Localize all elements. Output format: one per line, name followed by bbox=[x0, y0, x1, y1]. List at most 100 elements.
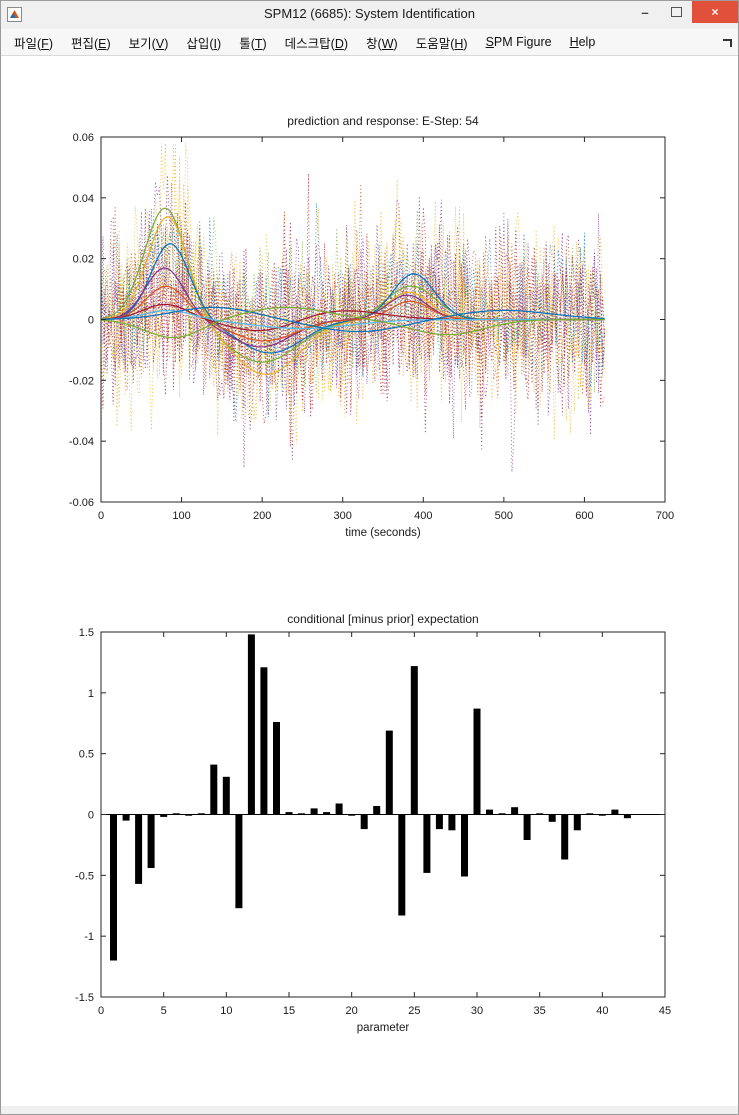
menu-item-file[interactable]: 파일(F) bbox=[14, 36, 53, 51]
bar bbox=[398, 814, 406, 916]
chart-text: 600 bbox=[575, 510, 593, 522]
bar bbox=[511, 807, 519, 815]
noisy-response-trace bbox=[100, 143, 605, 453]
chart-text: 10 bbox=[220, 1005, 232, 1017]
bar bbox=[235, 814, 243, 909]
chart-text: 25 bbox=[408, 1005, 420, 1017]
bar bbox=[435, 814, 443, 830]
chart-text: 0 bbox=[88, 315, 94, 327]
chart-text: 0 bbox=[88, 810, 94, 822]
chart-text: 30 bbox=[471, 1005, 483, 1017]
bar bbox=[373, 806, 381, 815]
menu-item-window[interactable]: 창(W) bbox=[366, 36, 398, 51]
bar bbox=[598, 814, 606, 816]
chart-text: 0 bbox=[98, 510, 104, 522]
menu-item-view[interactable]: 보기(V) bbox=[128, 36, 169, 51]
bar bbox=[348, 814, 356, 816]
bar bbox=[247, 634, 255, 815]
prediction-line bbox=[101, 310, 605, 330]
chart-text: 0.04 bbox=[73, 193, 94, 205]
axes-box bbox=[100, 136, 666, 503]
bar bbox=[573, 814, 581, 831]
bar bbox=[260, 667, 268, 815]
bar bbox=[222, 776, 230, 815]
chart-text: 100 bbox=[172, 510, 190, 522]
bar bbox=[410, 666, 418, 815]
chart-text: conditional [minus prior] expectation bbox=[287, 612, 478, 626]
bar bbox=[172, 813, 180, 815]
bar bbox=[210, 764, 218, 815]
chart-text: 300 bbox=[334, 510, 352, 522]
bar bbox=[360, 814, 368, 830]
bar bbox=[623, 814, 631, 819]
bar bbox=[298, 813, 305, 815]
chart-text: 500 bbox=[495, 510, 513, 522]
chart-text: time (seconds) bbox=[345, 527, 421, 539]
bar bbox=[273, 722, 280, 815]
chart-text: 35 bbox=[534, 1005, 546, 1017]
noisy-response-trace bbox=[100, 210, 605, 394]
menu-item-insert[interactable]: 삽입(I) bbox=[186, 36, 222, 51]
bar bbox=[197, 813, 205, 815]
chart-text: 400 bbox=[414, 510, 432, 522]
chart-text: 20 bbox=[346, 1005, 358, 1017]
close-button[interactable]: × bbox=[692, 1, 738, 23]
titlebar[interactable]: SPM12 (6685): System Identification – × bbox=[1, 1, 738, 29]
figure-canvas: prediction and response: E-Step: 54 0 100 2… bbox=[1, 56, 738, 1106]
chart-text: -0.5 bbox=[75, 870, 94, 882]
chart-text: -1 bbox=[84, 931, 94, 943]
bar bbox=[586, 813, 594, 815]
chart-text: parameter bbox=[357, 1022, 410, 1034]
menu-item-desktop[interactable]: 데스크탑(D) bbox=[284, 36, 349, 51]
window-title: SPM12 (6685): System Identification bbox=[264, 6, 475, 21]
minimize-button[interactable]: – bbox=[641, 4, 649, 20]
bar bbox=[423, 814, 431, 873]
chart-text: 0.5 bbox=[79, 749, 94, 761]
maximize-button[interactable] bbox=[660, 1, 692, 23]
bar bbox=[548, 814, 556, 822]
noisy-response-trace bbox=[100, 143, 605, 423]
window-controls: – × bbox=[630, 1, 738, 23]
window-bottom-edge bbox=[1, 1106, 738, 1114]
chart-text: -0.06 bbox=[69, 497, 94, 509]
chart-text: 200 bbox=[253, 510, 271, 522]
menu-item-edit[interactable]: 편집(E) bbox=[70, 36, 111, 51]
menu-item-help[interactable]: Help bbox=[569, 35, 596, 49]
bar bbox=[185, 814, 193, 816]
bar bbox=[160, 814, 168, 817]
chart-text: 700 bbox=[656, 510, 674, 522]
menubar: 파일(F) 편집(E) 보기(V) 삽입(I) 툴(T) 데스크탑(D) 창(W) 도움말(H… bbox=[1, 29, 738, 56]
chart-text: 1.5 bbox=[79, 627, 94, 639]
bar bbox=[335, 803, 343, 815]
bar bbox=[611, 809, 619, 815]
chart-text: 0.02 bbox=[73, 254, 94, 266]
bar bbox=[285, 812, 293, 815]
bar bbox=[122, 814, 130, 821]
bar bbox=[110, 814, 117, 961]
menu-item-spm-figure[interactable]: SPM Figure bbox=[485, 35, 552, 49]
chart-text: 45 bbox=[659, 1005, 671, 1017]
bar bbox=[310, 808, 318, 815]
chart-text: 40 bbox=[596, 1005, 608, 1017]
bar bbox=[135, 814, 143, 884]
prediction-line bbox=[100, 306, 605, 339]
chart-text: -1.5 bbox=[75, 992, 94, 1004]
chart-text: -0.04 bbox=[69, 436, 94, 448]
bar bbox=[536, 813, 544, 815]
bar bbox=[486, 809, 493, 815]
menu-item-tools[interactable]: 툴(T) bbox=[239, 36, 267, 51]
bar bbox=[448, 814, 456, 831]
menu-pullright-icon[interactable] bbox=[723, 39, 732, 47]
maximize-icon bbox=[670, 7, 682, 17]
menu-item-help-ko[interactable]: 도움말(H) bbox=[415, 36, 468, 51]
bar bbox=[473, 708, 481, 815]
chart-text: 0.06 bbox=[73, 132, 94, 144]
chart-text: 0 bbox=[98, 1005, 104, 1017]
noisy-response-trace bbox=[100, 173, 605, 434]
chart-text: prediction and response: E-Step: 54 bbox=[287, 114, 479, 128]
parameter-expectation-chart: conditional [minus prior] expectation 0 5 1… bbox=[75, 612, 671, 1034]
prediction-line bbox=[100, 306, 605, 333]
bar bbox=[523, 814, 531, 840]
chart-text: 1 bbox=[88, 688, 94, 700]
